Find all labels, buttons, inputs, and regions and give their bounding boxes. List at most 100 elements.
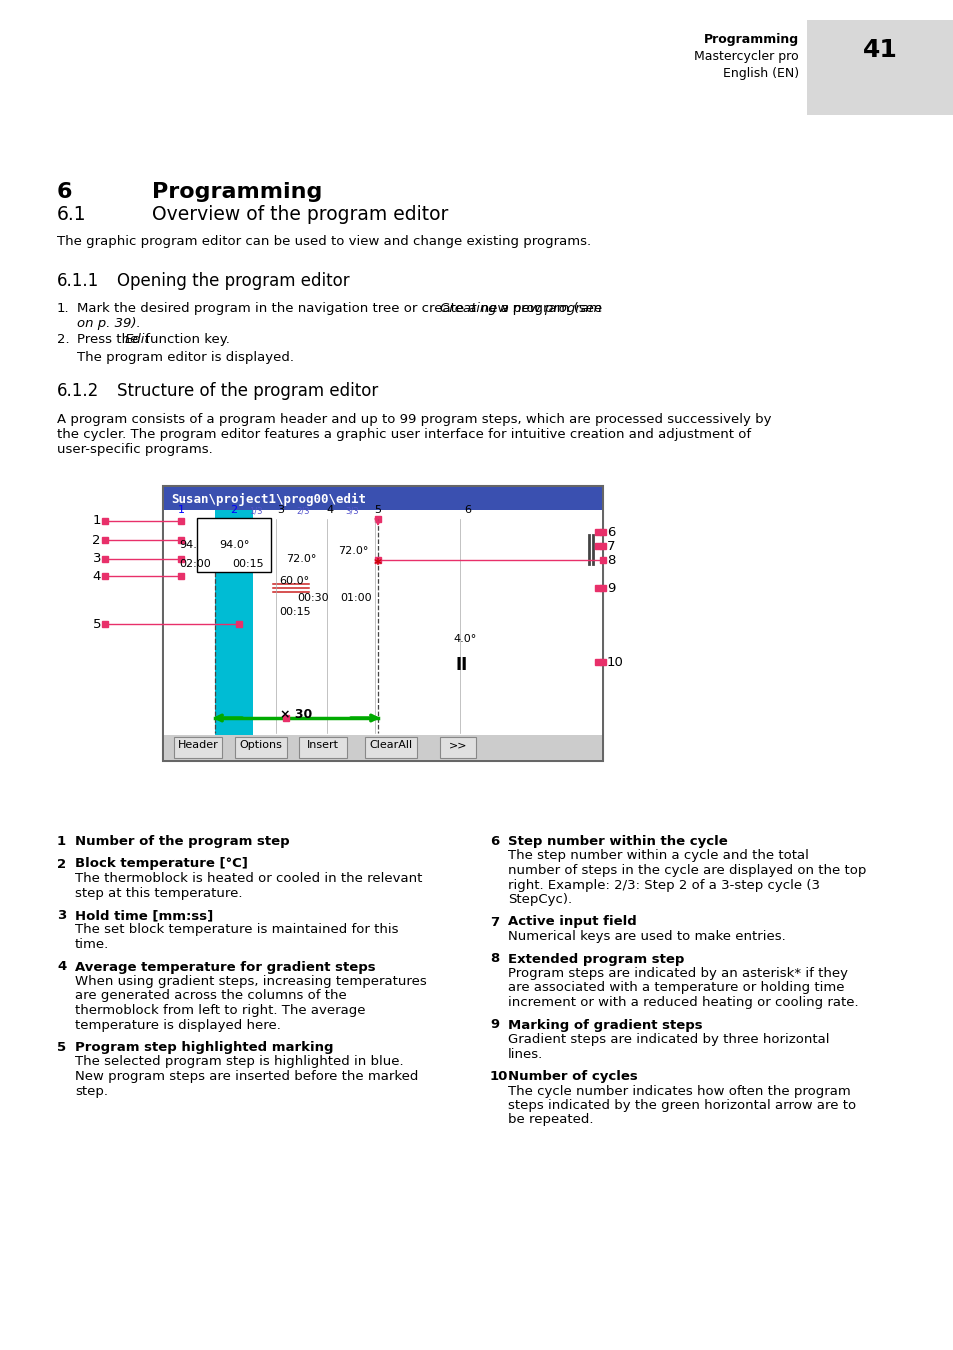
Text: Options: Options <box>239 740 282 751</box>
Text: 4: 4 <box>92 570 101 582</box>
Text: 7: 7 <box>606 540 615 552</box>
Text: English (EN): English (EN) <box>722 68 799 80</box>
Text: 2.: 2. <box>57 333 70 346</box>
Bar <box>164 510 601 734</box>
Text: Mastercycler pro: Mastercycler pro <box>694 50 799 63</box>
Text: Gradient steps are indicated by three horizontal: Gradient steps are indicated by three ho… <box>507 1033 828 1046</box>
Text: Block temperature [°C]: Block temperature [°C] <box>75 857 248 871</box>
Text: 60.0°: 60.0° <box>278 576 309 586</box>
Text: Active input field: Active input field <box>507 915 636 929</box>
Text: Creating a new program: Creating a new program <box>440 302 601 315</box>
Text: thermoblock from left to right. The average: thermoblock from left to right. The aver… <box>75 1004 365 1017</box>
Text: The step number within a cycle and the total: The step number within a cycle and the t… <box>507 849 808 863</box>
Text: 8: 8 <box>606 554 615 567</box>
Text: Programming: Programming <box>703 32 799 46</box>
Text: 9: 9 <box>490 1018 498 1031</box>
Text: Opening the program editor: Opening the program editor <box>117 271 349 290</box>
Text: 5: 5 <box>375 505 381 514</box>
Text: Step number within the cycle: Step number within the cycle <box>507 836 727 848</box>
Text: 1: 1 <box>177 505 184 514</box>
Text: Average temperature for gradient steps: Average temperature for gradient steps <box>75 960 375 973</box>
Text: 6.1: 6.1 <box>57 205 87 224</box>
Text: Overview of the program editor: Overview of the program editor <box>152 205 448 224</box>
Bar <box>365 737 416 757</box>
Text: A program consists of a program header and up to 99 program steps, which are pro: A program consists of a program header a… <box>57 413 771 427</box>
Text: Numerical keys are used to make entries.: Numerical keys are used to make entries. <box>507 930 785 944</box>
Text: Press the: Press the <box>77 333 142 346</box>
Bar <box>164 734 601 760</box>
Text: are generated across the columns of the: are generated across the columns of the <box>75 990 346 1003</box>
Text: 2: 2 <box>231 505 237 514</box>
Text: 10: 10 <box>490 1071 508 1083</box>
Text: be repeated.: be repeated. <box>507 1114 593 1126</box>
Text: Hold time [mm:ss]: Hold time [mm:ss] <box>75 909 213 922</box>
Text: 41: 41 <box>862 38 897 62</box>
Text: The set block temperature is maintained for this: The set block temperature is maintained … <box>75 923 398 937</box>
Text: Programming: Programming <box>152 182 322 202</box>
Text: Extended program step: Extended program step <box>507 953 683 965</box>
Text: 3: 3 <box>57 909 66 922</box>
Text: 6: 6 <box>464 505 471 514</box>
Text: The cycle number indicates how often the program: The cycle number indicates how often the… <box>507 1084 850 1098</box>
Text: the cycler. The program editor features a graphic user interface for intuitive c: the cycler. The program editor features … <box>57 428 750 441</box>
Text: New program steps are inserted before the marked: New program steps are inserted before th… <box>75 1071 418 1083</box>
Text: Insert: Insert <box>307 740 338 751</box>
Text: 2: 2 <box>57 857 66 871</box>
Text: 02:00: 02:00 <box>179 559 211 568</box>
Text: number of steps in the cycle are displayed on the top: number of steps in the cycle are display… <box>507 864 865 878</box>
Text: II: II <box>456 656 468 674</box>
Text: Mark the desired program in the navigation tree or create a new program (see: Mark the desired program in the navigati… <box>77 302 606 315</box>
Text: Number of cycles: Number of cycles <box>507 1071 638 1083</box>
Text: *: * <box>374 558 381 572</box>
Bar <box>298 737 347 757</box>
Text: Program steps are indicated by an asterisk* if they: Program steps are indicated by an asteri… <box>507 967 847 980</box>
Text: step at this temperature.: step at this temperature. <box>75 887 242 899</box>
Text: increment or with a reduced heating or cooling rate.: increment or with a reduced heating or c… <box>507 996 858 1008</box>
Text: 72.0°: 72.0° <box>286 554 316 564</box>
Text: >>: >> <box>448 740 467 751</box>
Text: × 30: × 30 <box>279 707 312 721</box>
Text: steps indicated by the green horizontal arrow are to: steps indicated by the green horizontal … <box>507 1099 855 1112</box>
Text: Number of the program step: Number of the program step <box>75 836 290 848</box>
Text: 4: 4 <box>57 960 66 973</box>
Text: 4: 4 <box>326 505 334 514</box>
Bar <box>806 20 953 115</box>
Text: Structure of the program editor: Structure of the program editor <box>117 382 377 400</box>
Text: right. Example: 2/3: Step 2 of a 3-step cycle (3: right. Example: 2/3: Step 2 of a 3-step … <box>507 879 820 891</box>
Text: The thermoblock is heated or cooled in the relevant: The thermoblock is heated or cooled in t… <box>75 872 422 886</box>
Text: are associated with a temperature or holding time: are associated with a temperature or hol… <box>507 981 843 995</box>
Text: 6.1.2: 6.1.2 <box>57 382 99 400</box>
Text: The graphic program editor can be used to view and change existing programs.: The graphic program editor can be used t… <box>57 235 591 248</box>
Text: StepCyc).: StepCyc). <box>507 892 572 906</box>
Text: 4.0°: 4.0° <box>453 634 476 644</box>
Text: 1/3: 1/3 <box>249 506 262 514</box>
Text: time.: time. <box>75 938 110 950</box>
Text: 6: 6 <box>490 836 498 848</box>
Bar <box>163 486 602 761</box>
Bar <box>164 487 601 510</box>
Text: function key.: function key. <box>141 333 230 346</box>
Text: 00:15: 00:15 <box>232 559 263 568</box>
Text: 9: 9 <box>606 582 615 594</box>
Bar <box>234 737 287 757</box>
Text: 72.0°: 72.0° <box>337 545 368 556</box>
Text: Susan\project1\prog00\edit: Susan\project1\prog00\edit <box>171 493 366 505</box>
Text: The selected program step is highlighted in blue.: The selected program step is highlighted… <box>75 1056 403 1068</box>
Text: 10: 10 <box>606 656 623 668</box>
Text: 00:15: 00:15 <box>278 608 311 617</box>
Text: 1: 1 <box>92 514 101 528</box>
Text: 94.0°: 94.0° <box>218 540 249 549</box>
Bar <box>173 737 222 757</box>
Text: 6: 6 <box>57 182 72 202</box>
Text: 2: 2 <box>92 533 101 547</box>
Text: 3: 3 <box>277 505 284 514</box>
Text: ClearAll: ClearAll <box>369 740 412 751</box>
Text: 7: 7 <box>490 915 498 929</box>
Text: lines.: lines. <box>507 1048 542 1061</box>
Text: temperature is displayed here.: temperature is displayed here. <box>75 1018 280 1031</box>
Text: 5: 5 <box>92 617 101 630</box>
Text: on p. 39).: on p. 39). <box>77 317 141 329</box>
Text: Marking of gradient steps: Marking of gradient steps <box>507 1018 702 1031</box>
Text: 94.0°: 94.0° <box>179 540 209 549</box>
Text: The program editor is displayed.: The program editor is displayed. <box>77 351 294 364</box>
